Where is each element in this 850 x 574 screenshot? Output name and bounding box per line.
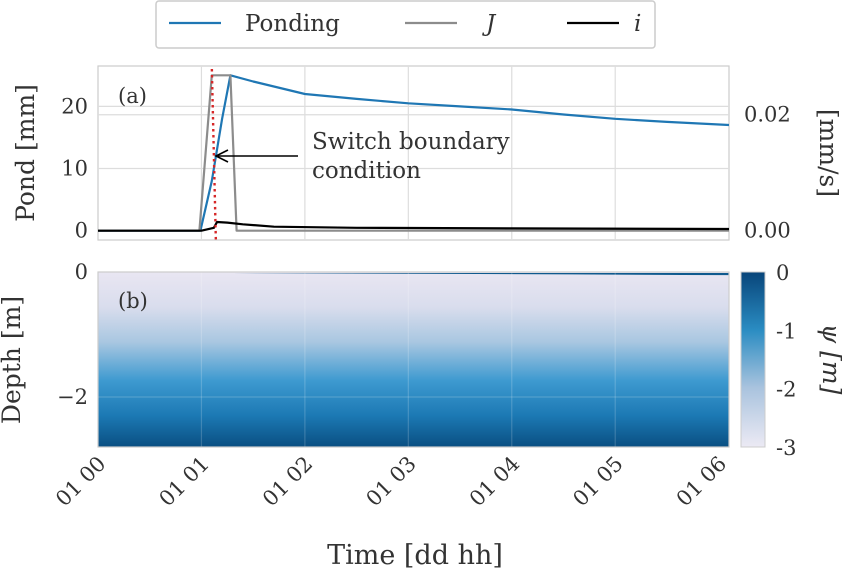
panel-b-frame <box>97 271 730 448</box>
series-line-i <box>98 220 729 232</box>
y-tick-label: 0 <box>75 219 88 243</box>
panel-b-ticks: 0 −2 <box>57 260 88 409</box>
annotation-arrow <box>214 149 298 163</box>
x-tick-label: 01 02 <box>258 452 317 511</box>
colorbar-tick-label: -1 <box>776 319 796 343</box>
colorbar-tick-label: 0 <box>776 261 789 285</box>
panel-a-ylabel-right: [mm/s] <box>814 109 843 197</box>
colorbar-label: ψ [m] <box>817 324 846 395</box>
legend: Ponding J i <box>155 0 656 49</box>
panel-a-right-ticks: 0.00 0.02 <box>744 103 791 243</box>
colorbar <box>740 271 766 448</box>
y2-tick-label: 0.00 <box>744 219 791 243</box>
switch-marker <box>210 68 218 240</box>
panel-a-ylabel: Pond [mm] <box>11 84 40 222</box>
colorbar-tick-label: -3 <box>776 436 796 460</box>
colorbar-ticks: 0 -1 -2 -3 <box>776 261 796 460</box>
depth-tick-label: −2 <box>57 385 88 409</box>
x-tick-label: 01 06 <box>672 452 731 511</box>
legend-label-ponding: Ponding <box>245 11 340 37</box>
panel-b-tag: (b) <box>118 289 148 313</box>
y-tick-label: 10 <box>61 157 88 181</box>
surface-wetting-front <box>232 273 729 276</box>
panel-b-ylabel: Depth [m] <box>0 296 26 424</box>
depth-tick-label: 0 <box>75 260 88 284</box>
panel-a-frame <box>97 65 730 241</box>
legend-label-j: J <box>482 11 497 37</box>
panel-b-grid <box>98 272 729 447</box>
x-ticks: 01 00 01 01 01 02 01 03 01 04 01 05 01 06 <box>51 452 731 511</box>
y-tick-label: 20 <box>61 94 88 118</box>
legend-label-i: i <box>634 11 641 37</box>
x-tick-label: 01 05 <box>568 452 627 511</box>
annotation-line1: Switch boundary <box>312 129 510 155</box>
x-tick-label: 01 04 <box>465 452 524 511</box>
colorbar-tick-label: -2 <box>776 378 796 402</box>
panel-a-left-ticks: 0 10 20 <box>61 94 88 242</box>
y2-tick-label: 0.02 <box>744 103 791 127</box>
panel-a-lines <box>98 68 729 240</box>
legend-box <box>155 0 656 49</box>
x-axis-label: Time [dd hh] <box>327 540 503 571</box>
heatmap <box>98 272 729 447</box>
panel-a: 0 10 20 0.00 0.02 (a) Pond [mm] [mm/s] Swit… <box>11 65 843 243</box>
panel-a-tag: (a) <box>118 84 147 108</box>
x-tick-label: 01 01 <box>154 452 213 511</box>
series-line-ponding <box>98 74 729 232</box>
annotation-line2: condition <box>312 158 421 184</box>
panel-b: 0−2 (b) Depth [m] 0-1-2-3 ψ [m] 01 00 01 … <box>0 260 846 571</box>
x-tick-label: 01 00 <box>51 452 110 511</box>
x-tick-label: 01 03 <box>361 452 420 511</box>
